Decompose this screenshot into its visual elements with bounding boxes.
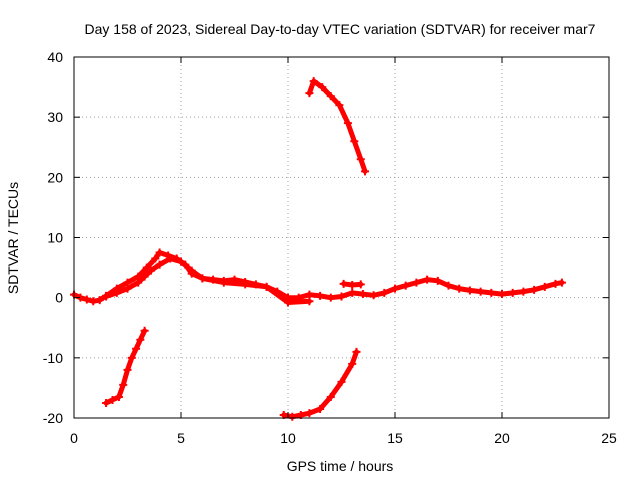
data-point (219, 278, 228, 287)
data-point (102, 292, 111, 301)
data-point (557, 278, 566, 287)
y-tick-label: -10 (43, 350, 63, 366)
chart-title: Day 158 of 2023, Sidereal Day-to-day VTE… (85, 21, 596, 37)
data-point (166, 254, 175, 263)
data-point (356, 155, 365, 164)
data-point (339, 279, 348, 288)
y-tick-label: 20 (47, 169, 63, 185)
data-point (140, 272, 149, 281)
data-point (350, 137, 359, 146)
data-point (358, 290, 367, 299)
data-point (423, 275, 432, 284)
data-point (326, 392, 335, 401)
data-point (82, 295, 91, 304)
data-point (262, 282, 271, 291)
data-point (530, 285, 539, 294)
x-tick-label: 25 (601, 430, 617, 446)
y-tick-label: -20 (43, 410, 63, 426)
x-tick-label: 5 (177, 430, 185, 446)
data-point (337, 377, 346, 386)
data-point (348, 281, 357, 290)
data-point (401, 281, 410, 290)
data-series (70, 77, 566, 421)
data-point (444, 281, 453, 290)
data-point (335, 101, 344, 110)
data-point (102, 398, 111, 407)
data-point (487, 288, 496, 297)
y-axis-label: SDTVAR / TECUs (5, 182, 21, 294)
data-point (155, 260, 164, 269)
data-point (309, 77, 318, 86)
data-point (361, 167, 370, 176)
data-point (134, 278, 143, 287)
x-axis-label: GPS time / hours (287, 458, 394, 474)
data-point (136, 335, 145, 344)
data-point (305, 89, 314, 98)
data-point (433, 276, 442, 285)
series-arc-high (306, 78, 368, 174)
data-point (177, 257, 185, 266)
data-point (343, 119, 352, 128)
data-point (123, 284, 132, 293)
grid (74, 57, 609, 418)
data-point (305, 297, 314, 306)
data-point (241, 280, 250, 289)
data-point (519, 287, 528, 296)
data-point (155, 248, 164, 257)
x-tick-label: 0 (70, 430, 78, 446)
data-point (391, 284, 399, 293)
data-point (132, 344, 141, 353)
data-point (551, 279, 560, 288)
data-point (89, 297, 98, 306)
x-tick-label: 10 (280, 430, 296, 446)
data-point (151, 254, 160, 263)
data-point (498, 290, 506, 299)
data-point (318, 83, 327, 92)
data-point (412, 278, 421, 287)
data-point (508, 288, 517, 297)
data-point (352, 347, 361, 356)
data-point (380, 288, 389, 297)
data-point (476, 287, 485, 296)
data-point (540, 282, 549, 291)
data-point (305, 409, 314, 418)
data-point (187, 266, 196, 275)
x-tick-label: 20 (494, 430, 510, 446)
data-point (326, 92, 335, 101)
x-tick-label: 15 (387, 430, 403, 446)
y-tick-label: 10 (47, 230, 63, 246)
y-tick-label: 30 (47, 109, 63, 125)
data-point (326, 293, 335, 302)
data-point (284, 298, 292, 307)
series-arc-low-1 (103, 328, 148, 406)
data-point (127, 353, 136, 362)
data-point (369, 291, 378, 300)
data-point (142, 263, 151, 272)
data-point (112, 288, 121, 297)
series-lower-band (103, 256, 312, 305)
data-point (348, 288, 357, 297)
data-point (95, 296, 104, 305)
y-tick-label: 0 (55, 290, 63, 306)
data-point (316, 291, 325, 300)
data-point (108, 395, 117, 404)
data-point (288, 412, 297, 421)
data-point (147, 266, 156, 275)
data-point (455, 284, 464, 293)
data-point (198, 274, 207, 283)
data-point (140, 326, 149, 335)
data-point (356, 280, 365, 289)
data-point (348, 359, 357, 368)
data-point (119, 380, 128, 389)
data-point (114, 392, 123, 401)
data-point (316, 404, 325, 413)
ticks: 0 5 10 15 20 25 -20 -10 0 10 20 30 40 (43, 49, 617, 446)
data-point (465, 286, 474, 295)
data-point (123, 365, 132, 374)
data-point (337, 292, 346, 301)
y-tick-label: 40 (47, 49, 63, 65)
